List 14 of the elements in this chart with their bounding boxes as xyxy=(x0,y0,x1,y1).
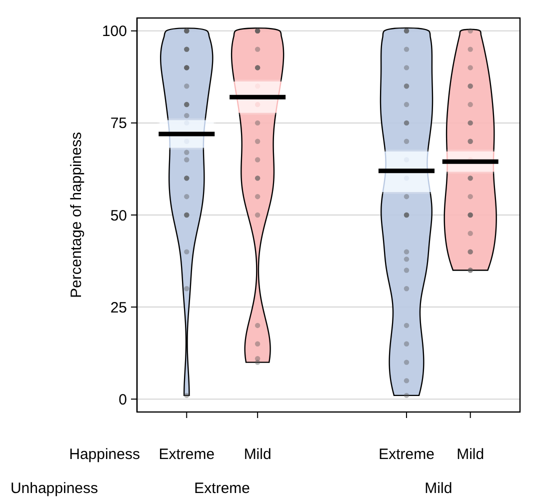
text: Mild xyxy=(424,480,452,497)
x-tick-label: Extreme xyxy=(158,446,215,463)
y-tick-label: 50 xyxy=(110,207,127,224)
y-tick-label: 0 xyxy=(118,391,127,408)
x-tick-label: Mild xyxy=(456,446,484,463)
x-tick-label: Mild xyxy=(244,446,272,463)
text: Happiness xyxy=(69,446,140,463)
text: Unhappiness xyxy=(10,480,98,497)
y-tick-label: 25 xyxy=(110,299,127,316)
y-tick-label: 75 xyxy=(110,115,127,132)
y-tick-label: 100 xyxy=(102,23,127,40)
y-axis-title: Percentage of happiness xyxy=(68,132,85,298)
text: Extreme xyxy=(194,480,250,497)
x-tick-label: Extreme xyxy=(378,446,434,463)
